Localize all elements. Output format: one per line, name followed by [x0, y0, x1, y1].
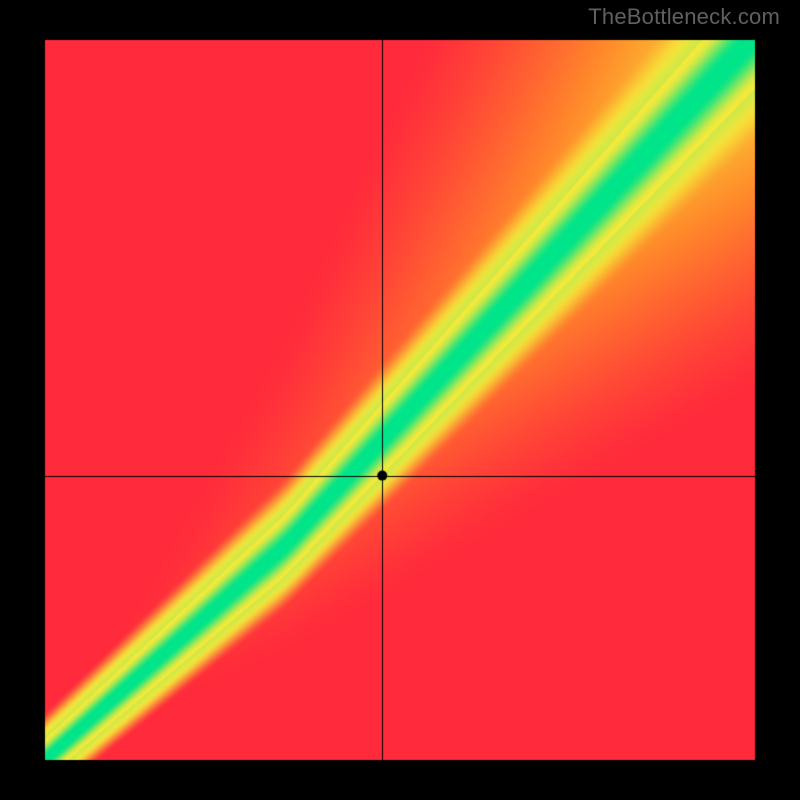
watermark-text: TheBottleneck.com: [588, 4, 780, 30]
bottleneck-heatmap: [0, 0, 800, 800]
chart-container: TheBottleneck.com: [0, 0, 800, 800]
